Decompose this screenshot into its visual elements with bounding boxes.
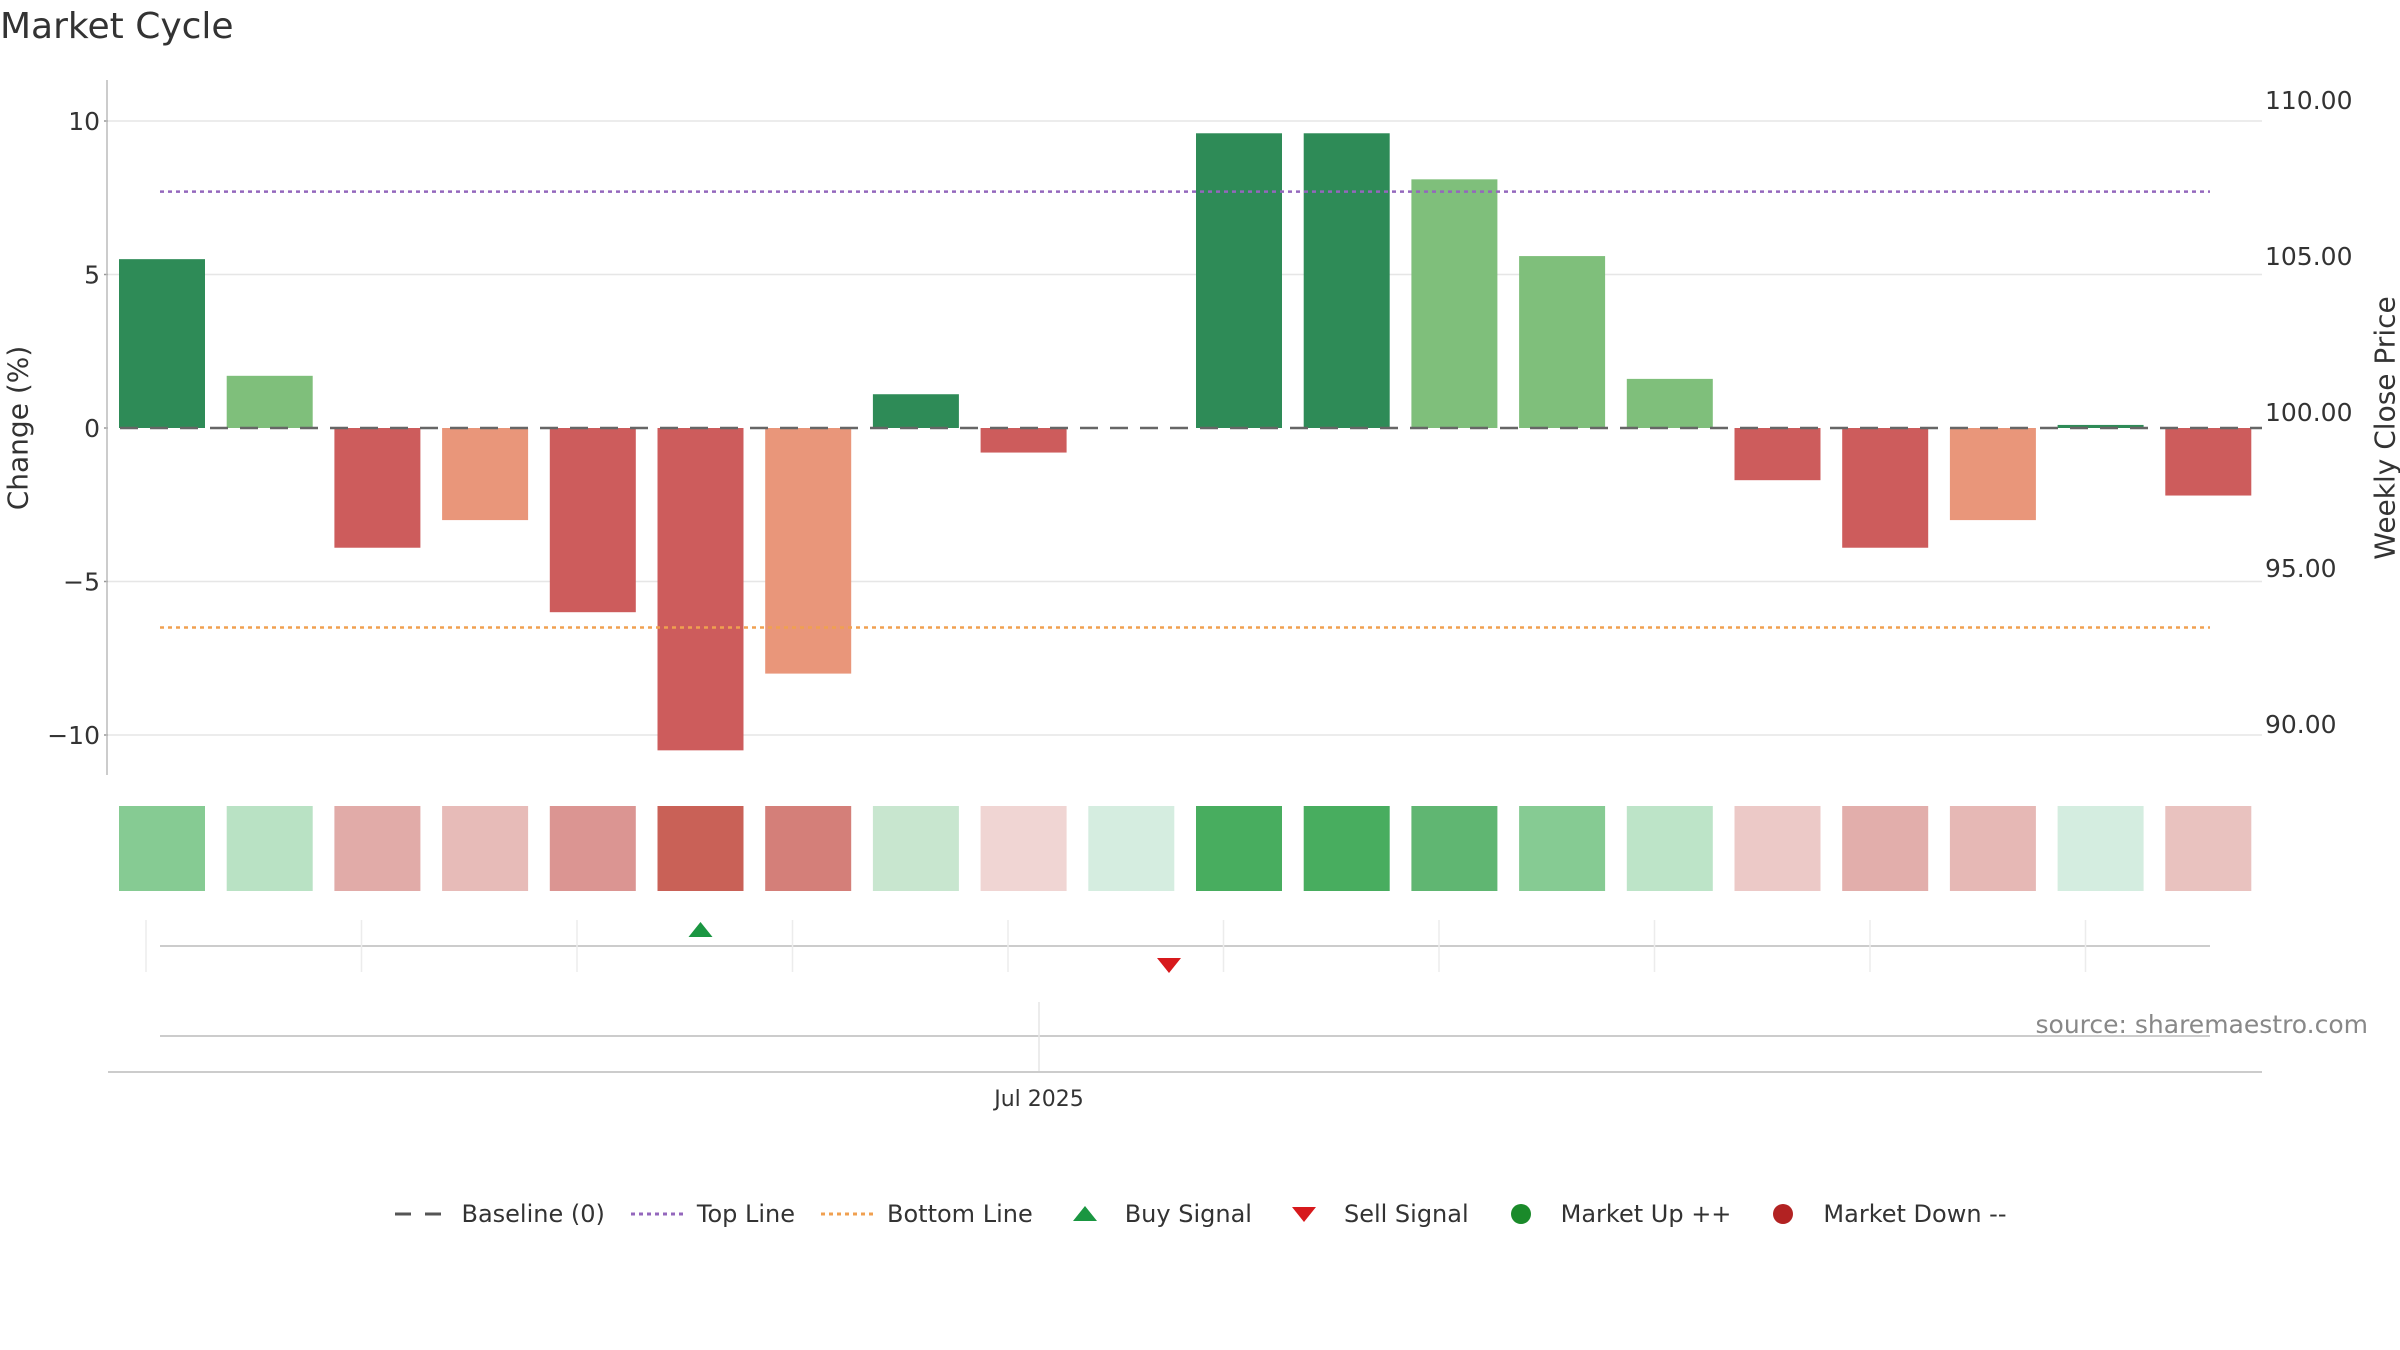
- y2-tick-label: 95.00: [2265, 554, 2337, 583]
- buy-signal-icon: [688, 922, 713, 937]
- legend-item: Market Up ++: [1493, 1200, 1732, 1228]
- legend-label: Sell Signal: [1343, 1200, 1469, 1228]
- bar: [1626, 378, 1713, 428]
- legend-label: Market Up ++: [1560, 1200, 1732, 1228]
- bar: [1949, 428, 2036, 521]
- bar: [1411, 179, 1498, 428]
- legend-label: Baseline (0): [461, 1200, 605, 1228]
- bar: [980, 428, 1067, 453]
- heat-cell: [442, 806, 529, 891]
- dotted-line-icon: [630, 1212, 683, 1216]
- bar: [2165, 428, 2252, 496]
- bar: [1196, 133, 1282, 428]
- x-tick-label: Jul 2025: [992, 1087, 1084, 1112]
- bar: [226, 375, 313, 428]
- y2-tick-label: 110.00: [2265, 86, 2352, 115]
- y2-tick-label: 105.00: [2265, 242, 2352, 271]
- bar: [549, 428, 636, 613]
- circle-icon: [1510, 1204, 1531, 1224]
- chart-legend: Baseline (0) Top Line Bottom Line Buy Signa…: [0, 1200, 2400, 1228]
- bar: [872, 394, 959, 428]
- bar: [442, 428, 529, 521]
- bar: [119, 259, 205, 428]
- y2-tick-label: 100.00: [2265, 398, 2352, 427]
- heat-cell: [1626, 806, 1713, 891]
- dotted-line-icon: [821, 1212, 874, 1216]
- triangle-down-icon: [1291, 1207, 1316, 1222]
- bar: [765, 428, 852, 674]
- bar: [1303, 133, 1390, 428]
- y-tick-label: −10: [47, 721, 100, 750]
- heat-cell: [1088, 806, 1175, 891]
- chart-title: Market Cycle: [0, 6, 234, 47]
- legend-label: Buy Signal: [1124, 1200, 1252, 1228]
- heat-cell: [1734, 806, 1821, 891]
- heat-cell: [226, 806, 313, 891]
- y-tick-label: 10: [68, 107, 100, 136]
- heat-cell: [1842, 806, 1929, 891]
- y-tick-label: 5: [84, 261, 100, 290]
- heat-cell: [1949, 806, 2036, 891]
- heat-cell: [2165, 806, 2252, 891]
- legend-label: Market Down --: [1823, 1200, 2007, 1228]
- legend-item: Baseline (0): [393, 1200, 605, 1228]
- heat-cell: [1303, 806, 1390, 891]
- legend-label: Bottom Line: [887, 1200, 1033, 1228]
- bar: [1519, 256, 1606, 428]
- heat-cell: [657, 806, 744, 891]
- heat-cell: [549, 806, 636, 891]
- heat-cell: [1196, 806, 1282, 891]
- heat-cell: [1411, 806, 1498, 891]
- circle-icon: [1773, 1204, 1794, 1224]
- legend-item: Sell Signal: [1276, 1200, 1469, 1228]
- bar: [1734, 428, 1821, 481]
- dash-line-icon: [395, 1212, 448, 1216]
- heat-cell: [1519, 806, 1606, 891]
- heat-cell: [334, 806, 421, 891]
- heat-cell: [2057, 806, 2144, 891]
- bar: [334, 428, 421, 548]
- y-tick-label: 0: [84, 414, 100, 443]
- legend-item: Buy Signal: [1057, 1200, 1252, 1228]
- bar: [1842, 428, 1929, 548]
- heat-cell: [765, 806, 852, 891]
- legend-item: Market Down --: [1755, 1200, 2007, 1228]
- source-credit: source: sharemaestro.com: [2035, 1010, 2369, 1039]
- heat-cell: [980, 806, 1067, 891]
- legend-label: Top Line: [696, 1200, 796, 1228]
- y2-tick-label: 90.00: [2265, 710, 2337, 739]
- triangle-up-icon: [1072, 1206, 1097, 1221]
- legend-item: Bottom Line: [819, 1200, 1033, 1228]
- bar: [657, 428, 744, 751]
- sell-signal-icon: [1157, 958, 1181, 973]
- y-tick-label: −5: [63, 568, 100, 597]
- bar: [2057, 424, 2144, 428]
- heat-cell: [872, 806, 959, 891]
- heat-cell: [119, 806, 205, 891]
- legend-item: Top Line: [629, 1200, 795, 1228]
